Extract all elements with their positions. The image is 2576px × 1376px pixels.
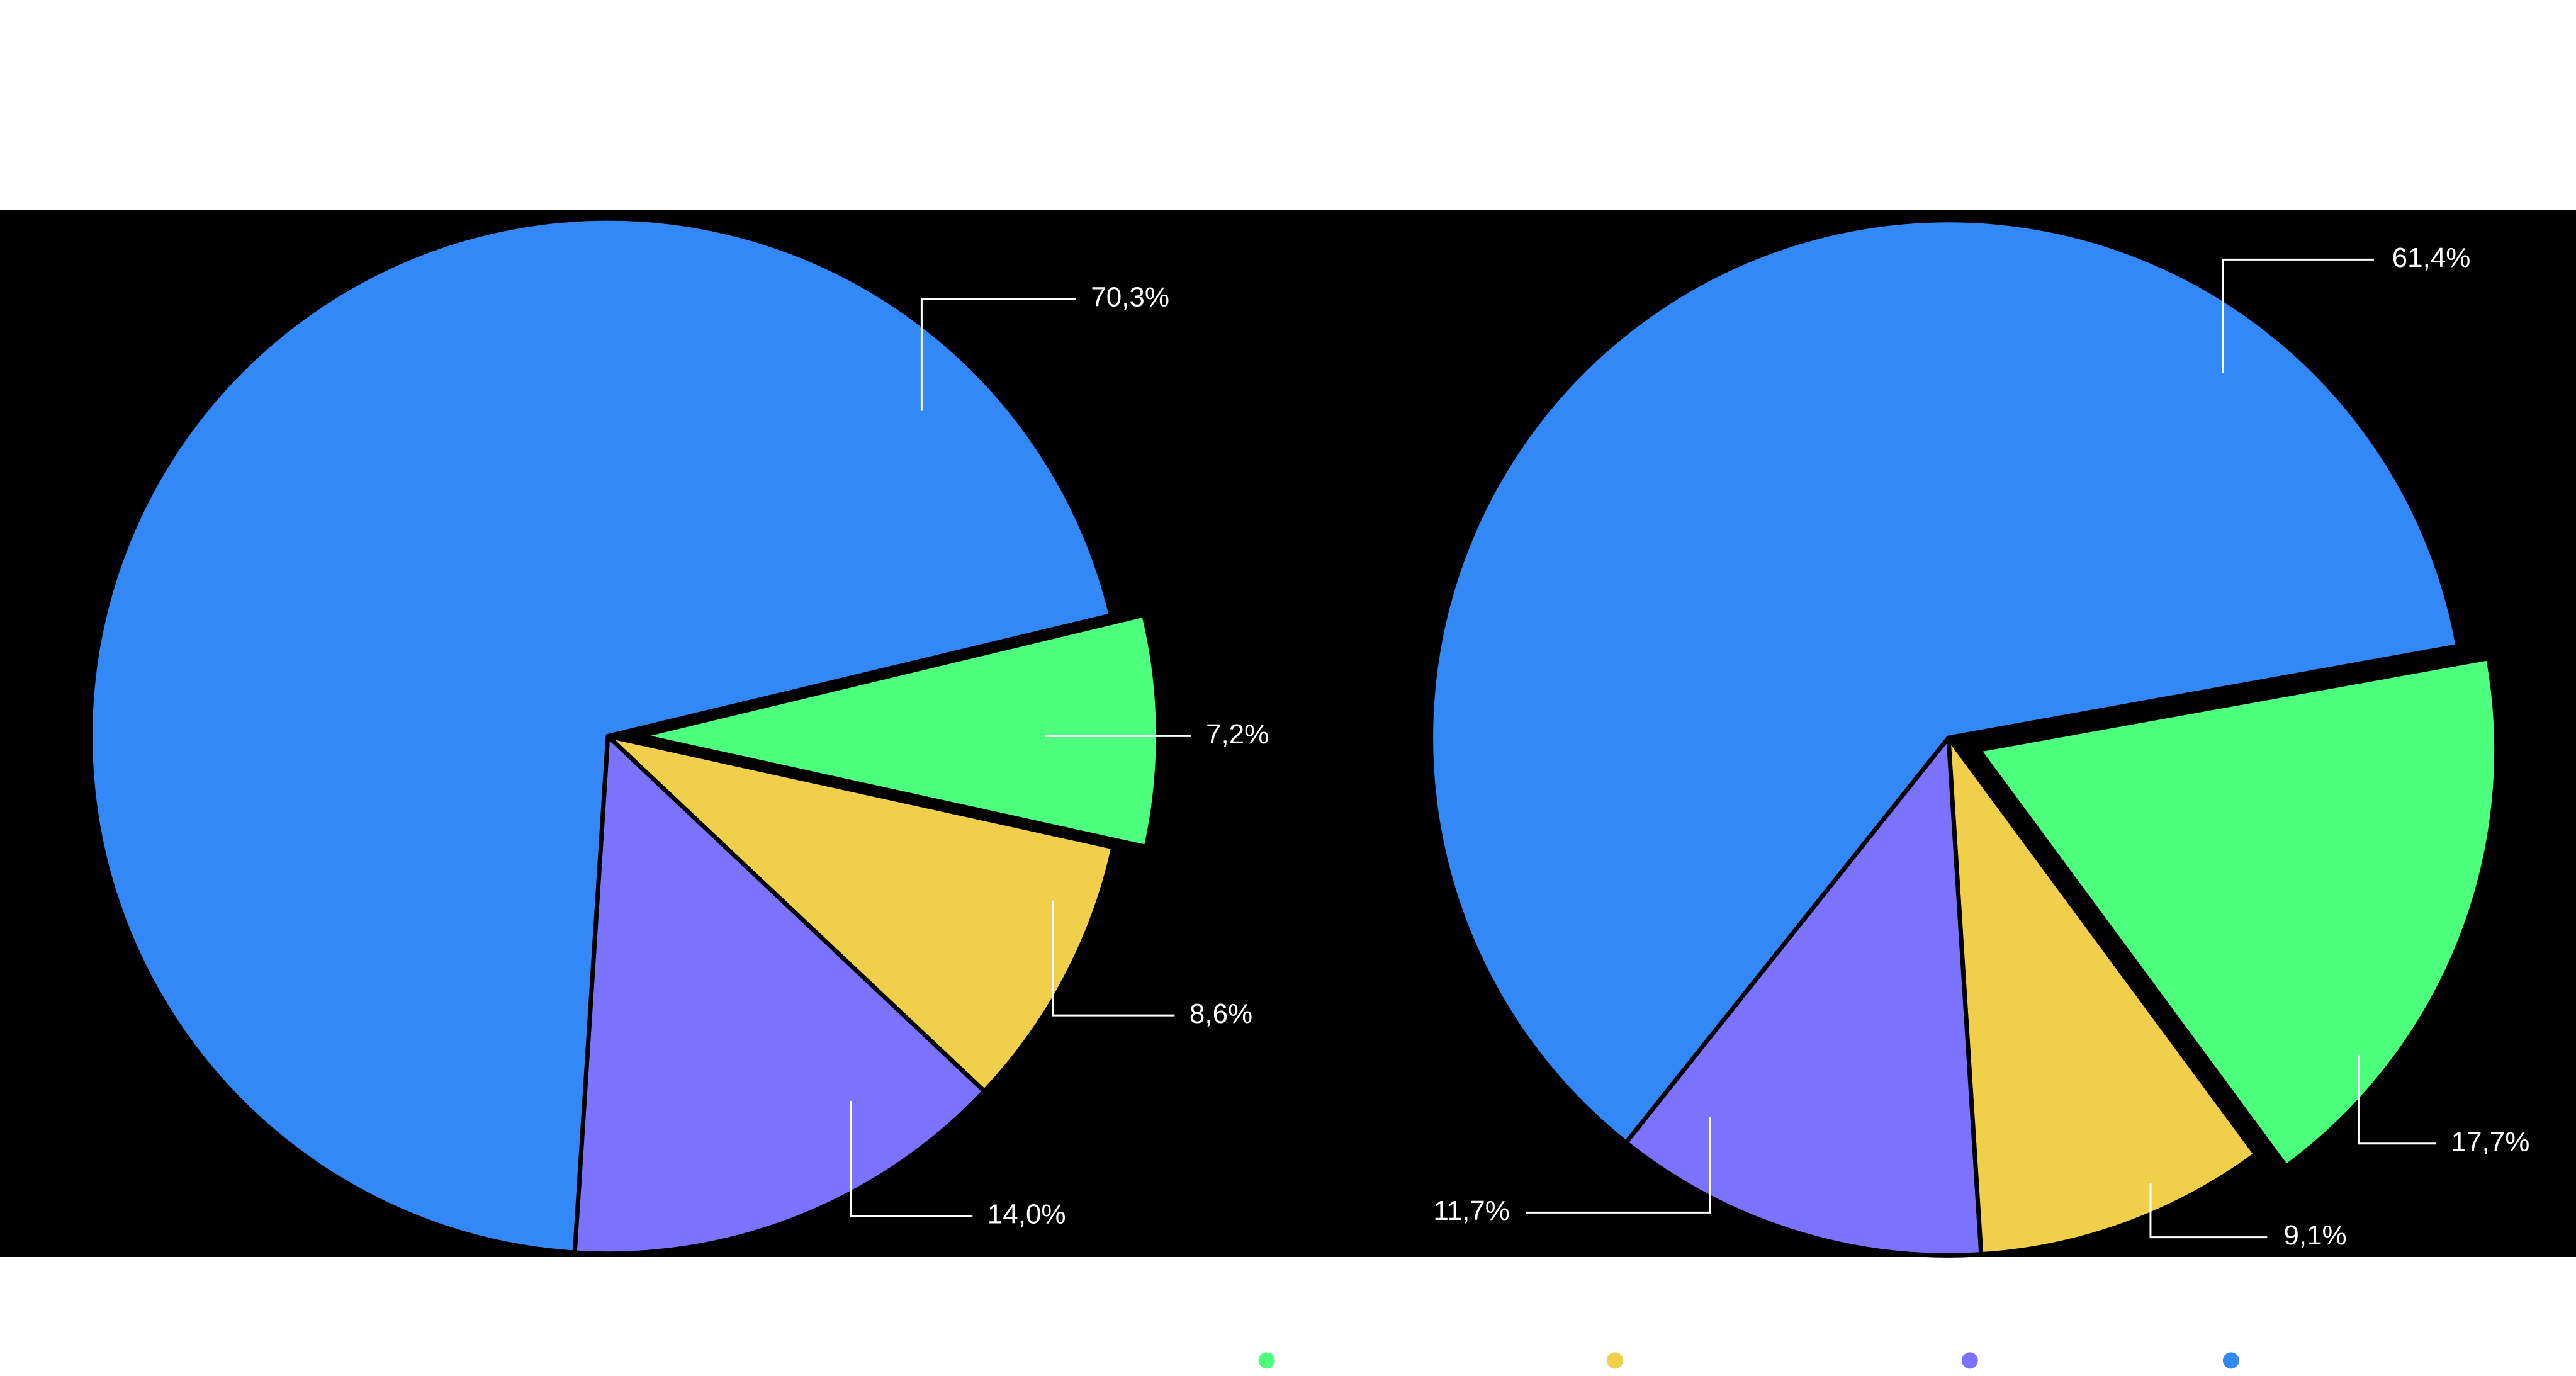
- data-label: 9,1%: [2283, 1220, 2346, 1251]
- leader-line: [1052, 900, 1175, 1017]
- pie-slice: [88, 216, 1113, 1255]
- leader-line: [920, 298, 1076, 411]
- leader-line: [2149, 1183, 2268, 1239]
- pie-slice: [1976, 656, 2499, 1169]
- data-label: 61,4%: [2392, 242, 2471, 273]
- legend-dot: [1961, 1352, 1978, 1369]
- leader-line: [2222, 258, 2374, 373]
- data-label: 70,3%: [1091, 282, 1169, 313]
- leader-line: [1526, 1117, 1711, 1214]
- leader-line: [2358, 1054, 2437, 1145]
- pie-slice: [572, 733, 987, 1256]
- pie-slice: [605, 733, 1116, 1094]
- leader-line: [850, 1100, 973, 1217]
- pie-slice: [1946, 735, 2258, 1257]
- pie-slice: [1624, 735, 1984, 1258]
- data-label: 14,0%: [987, 1198, 1066, 1229]
- data-label: 17,7%: [2451, 1126, 2530, 1157]
- legend-dot: [1606, 1352, 1623, 1369]
- pie-slice: [1429, 218, 2460, 1145]
- data-label: 8,6%: [1190, 998, 1252, 1029]
- legend-dot: [1258, 1352, 1275, 1369]
- data-label: 7,2%: [1206, 719, 1269, 750]
- legend-dot: [2222, 1352, 2239, 1369]
- pie-slice: [638, 612, 1161, 849]
- data-label: 11,7%: [1433, 1195, 1510, 1226]
